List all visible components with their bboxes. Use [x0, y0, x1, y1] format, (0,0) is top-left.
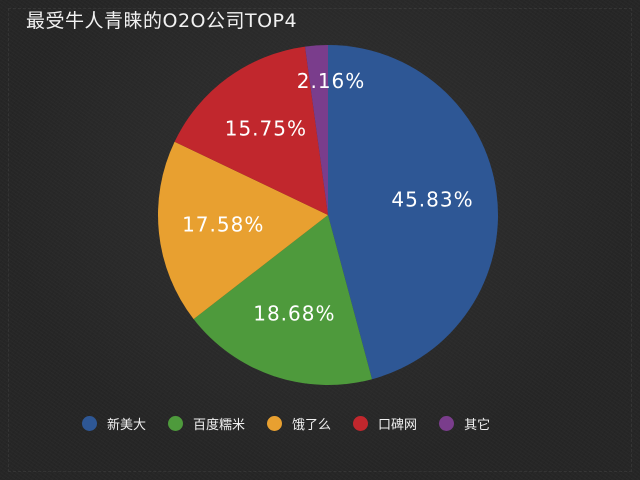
pie-slice-3 [157, 141, 328, 320]
legend-swatch [439, 416, 455, 431]
legend-item-3: 饿了么 [267, 414, 331, 433]
legend-item-2: 百度糯米 [168, 414, 245, 433]
slice-label-1: 45.83% [391, 188, 473, 212]
chart-title: 最受牛人青睐的O2O公司TOP4 [26, 10, 298, 32]
chart-legend: 新美大 百度糯米 饿了么 口碑网 其它 [82, 414, 490, 433]
pie-slice-1 [328, 45, 499, 380]
legend-label: 新美大 [107, 418, 147, 433]
pie-slice-2 [193, 215, 373, 385]
pie-slice-4 [174, 46, 328, 215]
legend-item-4: 口碑网 [353, 414, 417, 433]
slice-label-3: 17.58% [182, 213, 264, 237]
slice-label-2: 18.68% [253, 301, 335, 325]
legend-swatch [82, 416, 97, 431]
slice-label-5: 2.16% [297, 69, 366, 93]
slice-label-4: 15.75% [225, 116, 307, 140]
pie-slice-5 [304, 45, 328, 215]
legend-label: 饿了么 [292, 418, 332, 433]
legend-swatch [353, 416, 369, 431]
legend-swatch [168, 416, 184, 431]
legend-item-1: 新美大 [82, 414, 146, 433]
legend-item-5: 其它 [439, 414, 490, 433]
legend-label: 口碑网 [378, 418, 418, 433]
pie-slices [157, 45, 499, 385]
pie-labels: 45.83% 18.68% 17.58% 15.75% 2.16% [182, 69, 473, 325]
legend-label: 其它 [464, 418, 491, 433]
legend-swatch [267, 416, 283, 431]
legend-label: 百度糯米 [193, 418, 246, 433]
